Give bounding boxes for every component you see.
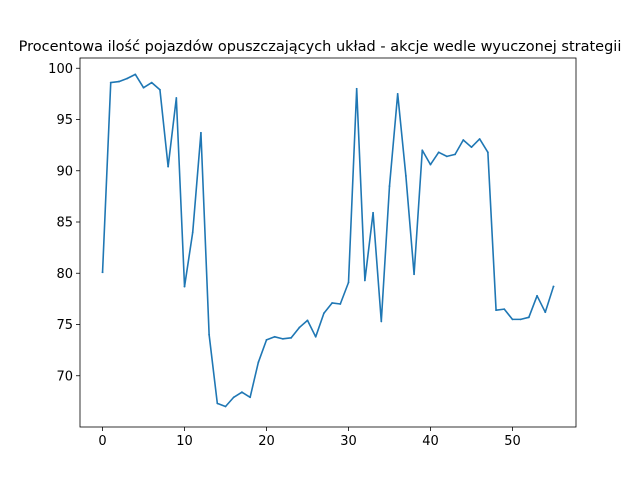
data-point: [470, 146, 473, 149]
y-tick-label: 80: [56, 267, 73, 282]
data-point: [249, 396, 252, 399]
y-tick-label: 90: [56, 164, 73, 179]
data-point: [421, 149, 424, 152]
data-point: [413, 273, 415, 276]
series-line: [101, 73, 555, 408]
x-axis-ticks: 0 10 20 30 40 50: [98, 427, 521, 449]
y-tick-label: 95: [56, 113, 73, 128]
x-tick-label: 40: [422, 434, 439, 449]
data-point: [273, 335, 276, 338]
x-tick-label: 30: [340, 434, 357, 449]
y-tick-label: 100: [48, 62, 73, 77]
data-point: [314, 335, 317, 338]
x-tick-label: 50: [504, 434, 521, 449]
data-point: [519, 318, 522, 321]
y-tick-label: 70: [56, 369, 73, 384]
data-point: [429, 163, 432, 166]
x-tick-label: 20: [258, 434, 275, 449]
data-point: [232, 396, 235, 399]
data-points: [101, 73, 555, 408]
data-point: [355, 87, 358, 90]
data-point: [536, 294, 538, 297]
data-point: [118, 80, 120, 83]
data-point: [454, 153, 456, 156]
data-point: [109, 81, 112, 84]
data-point: [503, 308, 506, 311]
chart-title: Procentowa ilość pojazdów opuszczających…: [19, 39, 622, 55]
data-point: [175, 97, 178, 99]
plot-area-frame: [79, 57, 577, 428]
data-point: [363, 279, 366, 282]
data-point: [101, 271, 104, 274]
y-tick-label: 75: [56, 318, 73, 333]
data-point: [527, 316, 530, 319]
data-point: [126, 77, 129, 80]
data-point: [290, 336, 293, 339]
x-tick-label: 10: [176, 434, 193, 449]
data-point: [396, 92, 399, 95]
y-tick-label: 85: [56, 216, 73, 231]
data-point: [167, 165, 170, 168]
data-point: [388, 185, 391, 188]
data-point: [404, 174, 407, 177]
data-point: [265, 338, 268, 341]
data-point: [150, 81, 153, 84]
data-point: [544, 311, 547, 314]
data-point: [282, 337, 284, 340]
data-point: [495, 309, 497, 312]
data-point: [257, 361, 260, 364]
data-point: [347, 281, 350, 284]
data-point: [372, 211, 374, 214]
x-tick-label: 0: [98, 434, 106, 449]
data-point: [445, 155, 448, 158]
data-point: [241, 391, 243, 394]
data-point: [478, 138, 481, 140]
data-point: [323, 312, 325, 315]
data-point: [552, 285, 555, 288]
data-point: [339, 303, 342, 305]
data-point: [298, 326, 301, 329]
data-point: [216, 402, 219, 405]
data-point: [306, 319, 309, 322]
data-point: [200, 131, 202, 134]
data-point: [437, 151, 440, 154]
data-point: [134, 73, 137, 76]
data-point: [142, 86, 145, 89]
data-point: [462, 139, 465, 141]
data-point: [511, 318, 514, 321]
data-point: [208, 333, 211, 336]
data-point: [183, 285, 186, 288]
data-point: [159, 88, 161, 91]
data-point: [224, 405, 227, 408]
data-point: [380, 320, 383, 323]
data-point: [191, 231, 194, 234]
y-axis-ticks: 70 75 80 85 90 95 100: [48, 62, 80, 384]
data-point: [331, 302, 333, 304]
data-point: [486, 151, 489, 154]
